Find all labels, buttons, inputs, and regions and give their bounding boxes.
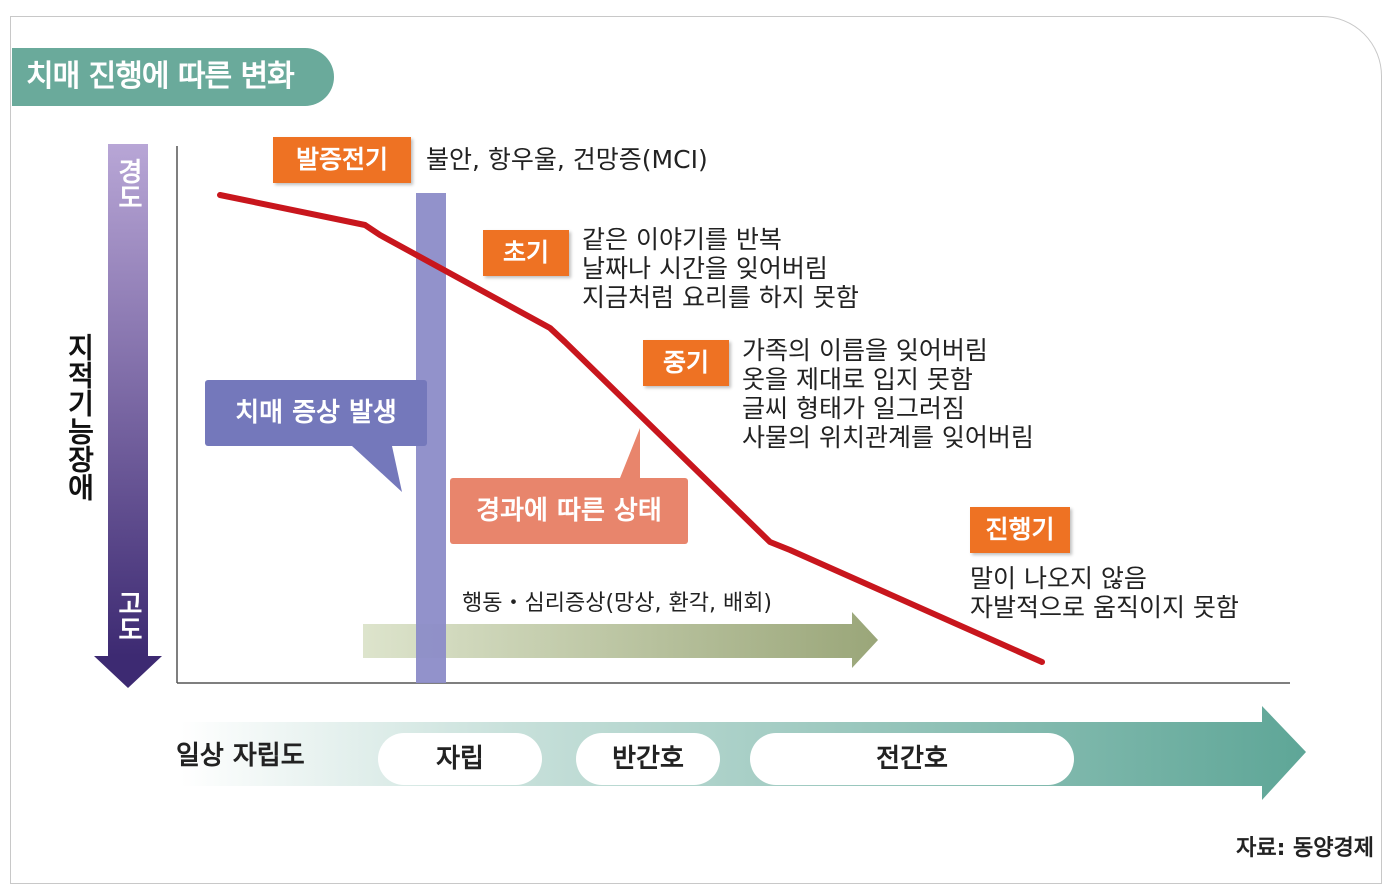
bpsd-label: 행동・심리증상(망상, 환각, 배회) [462,591,773,616]
bpsd-arrow [363,612,878,668]
onset-callout: 치매 증상 발생 [205,380,427,446]
severity-top-label: 경도 [113,158,143,210]
daily-independence-arrow [180,706,1306,800]
severity-bottom-label: 고도 [113,590,143,642]
daily-independence-label: 일상 자립도 [176,741,305,771]
stage-desc-preclinical: 불안, 항우울, 건망증(MCI) [426,145,708,174]
progress-callout-tail [620,428,640,478]
progress-callout: 경과에 따른 상태 [450,478,688,544]
stage-tag-advanced: 진행기 [970,507,1070,553]
source-note: 자료: 동양경제 [1236,836,1374,861]
stage-desc-advanced: 말이 나오지 않음 자발적으로 움직이지 못함 [970,564,1239,622]
onset-callout-tail [352,446,402,492]
severity-axis-arrow-shaft [108,144,148,656]
level-full-care: 전간호 [750,733,1074,785]
stage-desc-early: 같은 이야기를 반복 날짜나 시간을 잊어버림 지금처럼 요리를 하지 못함 [582,225,859,312]
y-axis-title: 지적기능장애 [63,333,96,501]
stage-tag-middle: 중기 [643,340,729,386]
level-partial-care: 반간호 [576,733,720,785]
level-independent: 자립 [378,733,542,785]
stage-tag-early: 초기 [483,230,569,276]
stage-tag-preclinical: 발증전기 [273,137,411,183]
diagram-title: 치매 진행에 따른 변화 [12,48,334,106]
decline-curve [217,192,1045,665]
severity-axis-arrow-head [94,656,162,688]
stage-desc-middle: 가족의 이름을 잊어버림 옷을 제대로 입지 못함 글씨 형태가 일그러짐 사물… [742,336,1034,452]
